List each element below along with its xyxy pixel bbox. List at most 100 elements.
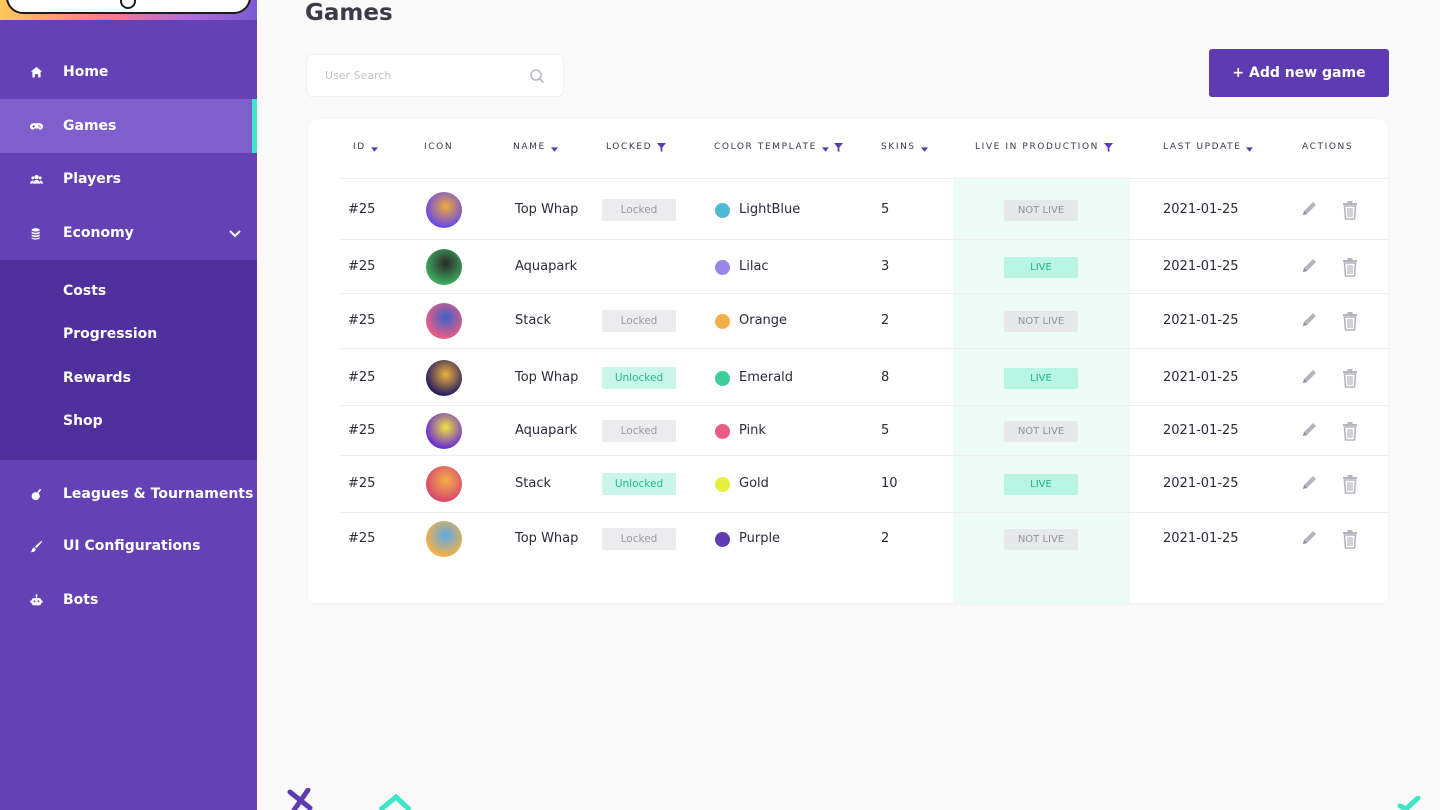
coins-icon [29, 226, 43, 240]
live-status-badge: NOT LIVE [1004, 311, 1078, 332]
trash-icon[interactable] [1341, 311, 1359, 331]
edit-icon[interactable] [1300, 474, 1318, 494]
decorative-check-icon [1397, 796, 1421, 810]
game-icon [426, 249, 462, 285]
search-icon[interactable] [529, 68, 545, 84]
sort-icon[interactable] [550, 145, 558, 152]
column-header-last-update[interactable]: LAST UPDATE [1163, 142, 1254, 152]
trash-icon[interactable] [1341, 529, 1359, 549]
color-swatch [715, 371, 730, 386]
last-update-date: 2021-01-25 [1163, 202, 1239, 217]
trash-icon[interactable] [1341, 368, 1359, 388]
submenu-item-progression[interactable]: Progression [63, 326, 158, 342]
skins-count: 10 [881, 476, 898, 491]
sort-icon[interactable] [1246, 145, 1254, 152]
live-status-badge: NOT LIVE [1004, 421, 1078, 442]
column-header-id[interactable]: ID [353, 142, 378, 152]
sidebar-item-players[interactable]: Players [0, 153, 257, 205]
row-id: #25 [348, 313, 376, 328]
color-swatch [715, 532, 730, 547]
page-title: Games [305, 0, 393, 26]
divider [340, 348, 1388, 349]
lock-status-badge: Locked [602, 199, 676, 221]
column-header-icon: ICON [424, 142, 453, 152]
sort-icon[interactable] [821, 145, 829, 152]
column-header-label: LAST UPDATE [1163, 142, 1242, 152]
game-name[interactable]: Top Whap [515, 370, 579, 385]
sidebar-item-bots[interactable]: Bots [0, 574, 257, 626]
game-icon [426, 192, 462, 228]
color-template-name: Purple [739, 531, 781, 546]
sidebar-item-home[interactable]: Home [0, 46, 257, 98]
game-name[interactable]: Top Whap [515, 531, 579, 546]
game-name[interactable]: Stack [515, 313, 551, 328]
sidebar-item-label: Players [63, 171, 121, 187]
game-name[interactable]: Aquapark [515, 423, 578, 438]
edit-icon[interactable] [1300, 257, 1318, 277]
color-swatch [715, 203, 730, 218]
sidebar-item-label: Home [63, 64, 109, 80]
column-header-skins[interactable]: SKINS [881, 142, 928, 152]
game-name[interactable]: Top Whap [515, 202, 579, 217]
skins-count: 2 [881, 313, 890, 328]
trash-icon[interactable] [1341, 257, 1359, 277]
sidebar-item-leagues[interactable]: Leagues & Tournaments [0, 468, 257, 520]
trash-icon[interactable] [1341, 200, 1359, 220]
color-template-name: Lilac [739, 259, 769, 274]
filter-icon[interactable] [833, 142, 843, 152]
sidebar-item-label: UI Configurations [63, 538, 201, 554]
color-template-name: Pink [739, 423, 766, 438]
game-name[interactable]: Aquapark [515, 259, 578, 274]
search-input[interactable] [325, 69, 515, 82]
decorative-diamond-icon [378, 794, 412, 810]
skins-count: 3 [881, 259, 890, 274]
trash-icon[interactable] [1341, 421, 1359, 441]
divider [340, 293, 1388, 294]
sidebar-item-ui-configurations[interactable]: UI Configurations [0, 520, 257, 572]
column-header-name[interactable]: NAME [513, 142, 558, 152]
column-header-actions: ACTIONS [1302, 142, 1353, 152]
color-template-name: LightBlue [739, 202, 801, 217]
last-update-date: 2021-01-25 [1163, 476, 1239, 491]
column-header-live-in-production[interactable]: LIVE IN PRODUCTION [975, 142, 1113, 152]
economy-submenu: Costs Progression Rewards Shop [0, 260, 257, 460]
game-icon [426, 303, 462, 339]
row-id: #25 [348, 370, 376, 385]
submenu-item-rewards[interactable]: Rewards [63, 370, 131, 386]
column-header-label: SKINS [881, 142, 916, 152]
submenu-item-shop[interactable]: Shop [63, 413, 103, 429]
edit-icon[interactable] [1300, 200, 1318, 220]
divider [340, 178, 1388, 179]
column-header-label: LOCKED [606, 142, 653, 152]
sidebar-item-economy[interactable]: Economy [0, 207, 257, 259]
live-status-badge: LIVE [1004, 368, 1078, 389]
sort-icon[interactable] [370, 145, 378, 152]
search-box[interactable] [306, 54, 564, 97]
chevron-down-icon[interactable] [227, 225, 243, 241]
sidebar-item-games[interactable]: Games [0, 99, 257, 153]
live-status-badge: NOT LIVE [1004, 529, 1078, 550]
edit-icon[interactable] [1300, 368, 1318, 388]
medal-icon [29, 487, 43, 501]
divider [340, 239, 1388, 240]
add-new-game-button[interactable]: + Add new game [1209, 49, 1389, 97]
submenu-item-costs[interactable]: Costs [63, 283, 107, 299]
home-icon [29, 65, 43, 79]
column-header-label: ACTIONS [1302, 142, 1354, 152]
edit-icon[interactable] [1300, 311, 1318, 331]
sort-icon[interactable] [920, 145, 928, 152]
logo[interactable] [6, 0, 251, 14]
row-id: #25 [348, 202, 376, 217]
column-header-color-template[interactable]: COLOR TEMPLATE [714, 142, 843, 152]
column-header-locked[interactable]: LOCKED [606, 142, 667, 152]
game-name[interactable]: Stack [515, 476, 551, 491]
trash-icon[interactable] [1341, 474, 1359, 494]
edit-icon[interactable] [1300, 421, 1318, 441]
color-swatch [715, 477, 730, 492]
edit-icon[interactable] [1300, 529, 1318, 549]
sidebar-item-label: Economy [63, 225, 134, 241]
row-id: #25 [348, 476, 376, 491]
color-template-name: Gold [739, 476, 769, 491]
filter-icon[interactable] [1103, 142, 1113, 152]
filter-icon[interactable] [657, 142, 667, 152]
